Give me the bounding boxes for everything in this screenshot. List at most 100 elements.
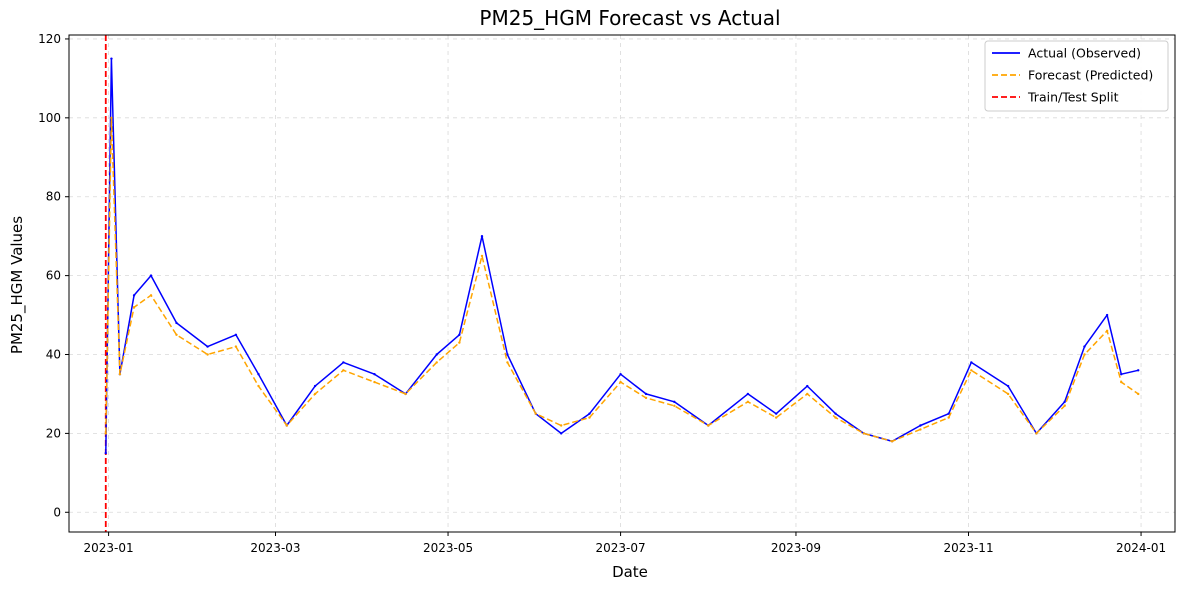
data-point bbox=[746, 400, 750, 404]
data-point bbox=[746, 392, 750, 396]
y-tick-label: 0 bbox=[53, 505, 61, 519]
plot-frame bbox=[68, 34, 1176, 533]
x-tick-label: 2023-05 bbox=[423, 541, 473, 555]
data-point bbox=[175, 333, 178, 336]
legend-label: Forecast (Predicted) bbox=[1028, 68, 1153, 83]
data-point bbox=[1083, 353, 1086, 356]
data-point bbox=[1105, 329, 1109, 333]
chart-title: PM25_HGM Forecast vs Actual bbox=[479, 6, 780, 30]
data-point bbox=[132, 294, 136, 297]
data-point bbox=[673, 404, 676, 407]
series-line-forecast bbox=[105, 117, 1139, 443]
data-point bbox=[890, 440, 894, 443]
data-point bbox=[110, 116, 113, 120]
data-point bbox=[435, 361, 438, 364]
x-tick-label: 2023-01 bbox=[84, 541, 134, 555]
y-tick-label: 80 bbox=[46, 190, 61, 204]
data-point bbox=[373, 380, 376, 384]
data-point bbox=[175, 321, 178, 325]
data-point bbox=[206, 345, 209, 348]
data-point bbox=[534, 412, 537, 415]
data-point bbox=[970, 361, 973, 364]
data-point bbox=[506, 361, 509, 364]
data-point bbox=[970, 369, 973, 372]
data-point bbox=[644, 396, 648, 400]
data-point bbox=[104, 432, 107, 435]
data-point bbox=[313, 392, 317, 396]
data-point bbox=[1063, 404, 1066, 407]
data-point bbox=[435, 353, 438, 356]
data-point bbox=[458, 333, 461, 336]
x-tick-label: 2024-01 bbox=[1116, 541, 1166, 555]
data-point bbox=[480, 234, 484, 238]
data-point bbox=[619, 373, 622, 376]
data-point bbox=[132, 305, 136, 309]
y-tick-label: 120 bbox=[38, 32, 61, 46]
series-layer bbox=[104, 57, 1140, 455]
data-point bbox=[149, 294, 153, 297]
data-point bbox=[234, 333, 238, 336]
data-point bbox=[404, 392, 407, 396]
data-point bbox=[1137, 369, 1140, 372]
legend-label: Train/Test Split bbox=[1027, 90, 1119, 105]
data-point bbox=[1137, 392, 1140, 396]
y-tick-label: 100 bbox=[38, 111, 61, 125]
data-point bbox=[1105, 313, 1109, 317]
data-point bbox=[257, 384, 260, 388]
data-point bbox=[110, 57, 113, 60]
y-axis: 0 20 40 60 80 100 120 bbox=[38, 32, 69, 519]
data-point bbox=[342, 369, 345, 372]
data-point bbox=[118, 373, 122, 376]
x-axis-title: Date bbox=[612, 563, 648, 581]
data-point bbox=[588, 416, 591, 419]
data-point bbox=[947, 416, 950, 419]
legend: Actual (Observed) Forecast (Predicted) Tra… bbox=[984, 40, 1169, 112]
data-point bbox=[834, 416, 837, 419]
data-point bbox=[644, 392, 648, 396]
data-point bbox=[458, 341, 461, 344]
data-point bbox=[257, 373, 260, 376]
x-axis: 2023-01 2023-03 2023-05 2023-07 2023-09 2023-… bbox=[84, 532, 1166, 555]
data-point bbox=[1035, 432, 1038, 435]
x-tick-label: 2023-09 bbox=[771, 541, 821, 555]
data-point bbox=[480, 254, 484, 258]
data-point bbox=[104, 451, 107, 455]
data-point bbox=[1006, 392, 1010, 396]
data-point bbox=[506, 353, 509, 356]
data-point bbox=[234, 345, 238, 348]
data-point bbox=[342, 361, 345, 364]
data-point bbox=[947, 412, 950, 415]
data-point bbox=[206, 353, 209, 356]
data-point bbox=[919, 428, 922, 431]
data-point bbox=[774, 416, 778, 419]
data-point bbox=[1120, 380, 1123, 384]
data-point bbox=[774, 412, 778, 415]
data-point bbox=[313, 384, 317, 388]
data-point bbox=[806, 392, 809, 396]
data-point bbox=[285, 424, 289, 427]
data-point bbox=[1063, 400, 1066, 404]
x-tick-label: 2023-11 bbox=[943, 541, 993, 555]
data-point bbox=[707, 424, 710, 427]
y-tick-label: 60 bbox=[46, 269, 61, 283]
data-point bbox=[1083, 345, 1086, 348]
data-point bbox=[834, 412, 837, 415]
data-point bbox=[619, 380, 622, 384]
x-tick-label: 2023-07 bbox=[596, 541, 646, 555]
legend-label: Actual (Observed) bbox=[1028, 46, 1141, 61]
data-point bbox=[1006, 384, 1010, 388]
y-tick-label: 20 bbox=[46, 426, 61, 440]
y-axis-title: PM25_HGM Values bbox=[8, 216, 27, 354]
data-point bbox=[149, 274, 153, 277]
data-point bbox=[373, 373, 376, 376]
x-tick-label: 2023-03 bbox=[250, 541, 300, 555]
data-point bbox=[588, 412, 591, 415]
y-tick-label: 40 bbox=[46, 348, 61, 362]
grid bbox=[69, 35, 1175, 532]
data-point bbox=[1120, 373, 1123, 376]
data-point bbox=[806, 384, 809, 388]
data-point bbox=[919, 424, 922, 427]
data-point bbox=[559, 432, 563, 435]
data-point bbox=[673, 400, 676, 404]
